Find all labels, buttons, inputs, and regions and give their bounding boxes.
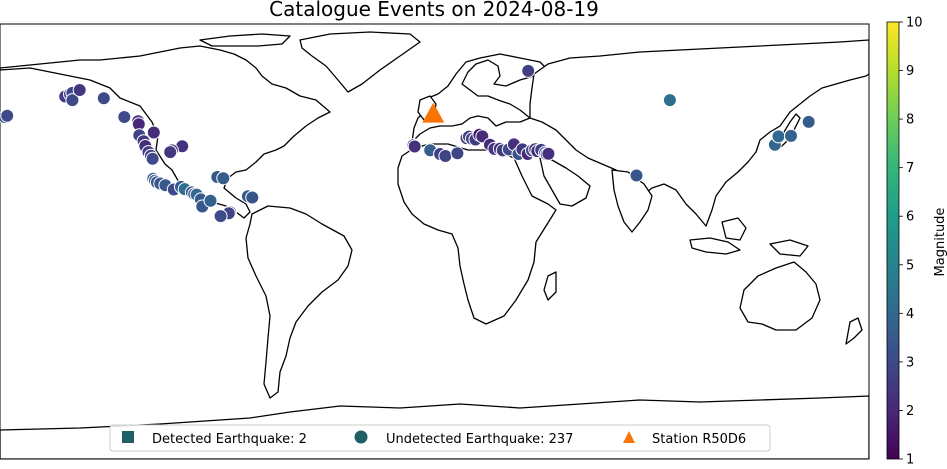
event-point — [450, 146, 465, 161]
land-north-america — [0, 45, 331, 219]
event-point — [438, 149, 453, 163]
colorbar-tick-label: 3 — [906, 355, 914, 370]
colorbar-tick-label: 1 — [906, 453, 914, 468]
map-axes: Detected Earthquake: 2 Undetected Earthq… — [0, 23, 870, 460]
land-borneo — [721, 217, 747, 241]
event-point — [784, 128, 798, 143]
event-point — [96, 91, 111, 106]
event-point — [801, 114, 816, 129]
event-point — [245, 190, 260, 205]
event-point — [203, 193, 218, 208]
legend-station-marker — [623, 431, 635, 443]
chart-title: Catalogue Events on 2024-08-19 — [269, 0, 599, 21]
station-triangle — [422, 102, 445, 123]
colorbar-tick-label: 4 — [906, 307, 914, 322]
legend-undetected-marker — [354, 430, 368, 444]
event-point — [407, 139, 422, 154]
event-point — [521, 63, 536, 78]
land-madagascar — [543, 271, 557, 301]
land-indonesia — [689, 237, 741, 255]
land-europe — [411, 53, 549, 143]
event-point — [541, 146, 556, 161]
event-point — [145, 151, 160, 166]
colorbar-tick-label: 6 — [906, 210, 914, 225]
land-south-america — [245, 205, 353, 399]
event-point — [117, 110, 132, 124]
land-arabia — [539, 157, 591, 207]
legend-detected-marker — [122, 431, 134, 443]
event-point — [65, 93, 80, 108]
event-point — [213, 209, 228, 224]
legend: Detected Earthquake: 2 Undetected Earthq… — [109, 424, 771, 452]
colorbar: 1 2 3 4 5 6 7 8 9 10 Magnitude — [886, 16, 947, 468]
event-point — [662, 93, 677, 108]
land-new-zealand — [845, 317, 863, 345]
colorbar-tick-label: 9 — [906, 64, 914, 79]
colorbar-tick-label: 5 — [906, 258, 914, 273]
colorbar-tick-label: 8 — [906, 113, 914, 128]
legend-undetected-label: Undetected Earthquake: 237 — [386, 432, 573, 447]
colorbar-ticks: 1 2 3 4 5 6 7 8 9 10 — [899, 16, 923, 468]
colorbar-tick-label: 10 — [906, 16, 923, 31]
event-markers — [0, 63, 816, 224]
colorbar-tick-label: 2 — [906, 404, 914, 419]
land-new-guinea — [769, 239, 809, 257]
event-point — [72, 83, 87, 97]
legend-station-label: Station R50D6 — [652, 432, 746, 447]
station-marker — [422, 102, 445, 123]
land-arctic-islands — [199, 33, 291, 47]
event-point — [0, 108, 15, 123]
land-australia — [739, 261, 821, 331]
colorbar-tick-label: 7 — [906, 161, 914, 176]
event-point — [216, 171, 231, 186]
legend-detected-label: Detected Earthquake: 2 — [152, 432, 307, 447]
event-point — [163, 145, 178, 160]
event-point — [629, 168, 644, 183]
event-point — [771, 129, 786, 144]
land-greenland — [299, 31, 421, 93]
colorbar-label: Magnitude — [933, 208, 947, 277]
event-point — [146, 125, 161, 140]
